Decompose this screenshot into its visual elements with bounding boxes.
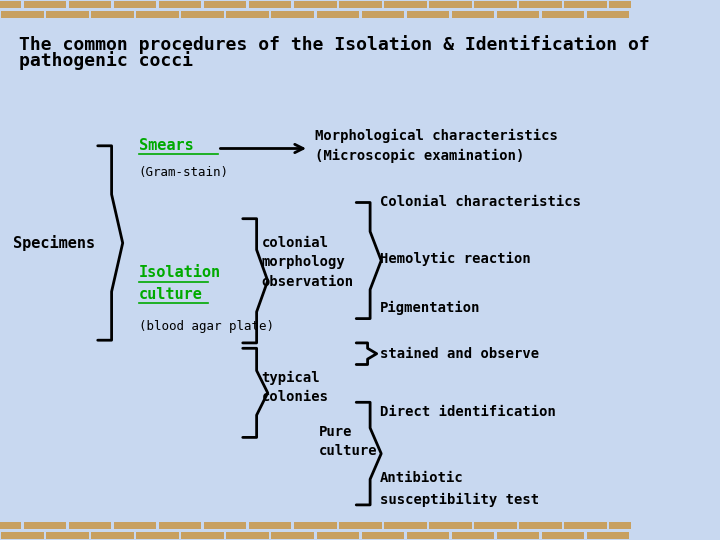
FancyBboxPatch shape bbox=[384, 522, 426, 529]
FancyBboxPatch shape bbox=[339, 1, 382, 8]
Text: Specimens: Specimens bbox=[13, 235, 95, 251]
FancyBboxPatch shape bbox=[631, 11, 675, 18]
FancyBboxPatch shape bbox=[249, 522, 292, 529]
FancyBboxPatch shape bbox=[587, 531, 629, 539]
FancyBboxPatch shape bbox=[69, 1, 112, 8]
FancyBboxPatch shape bbox=[159, 522, 202, 529]
FancyBboxPatch shape bbox=[451, 531, 494, 539]
FancyBboxPatch shape bbox=[227, 531, 269, 539]
Text: morphology: morphology bbox=[261, 255, 346, 269]
FancyBboxPatch shape bbox=[0, 522, 22, 529]
FancyBboxPatch shape bbox=[294, 1, 336, 8]
FancyBboxPatch shape bbox=[24, 1, 66, 8]
FancyBboxPatch shape bbox=[564, 1, 607, 8]
FancyBboxPatch shape bbox=[181, 531, 224, 539]
FancyBboxPatch shape bbox=[24, 522, 66, 529]
FancyBboxPatch shape bbox=[407, 531, 449, 539]
FancyBboxPatch shape bbox=[474, 1, 517, 8]
FancyBboxPatch shape bbox=[69, 522, 112, 529]
FancyBboxPatch shape bbox=[361, 531, 404, 539]
FancyBboxPatch shape bbox=[204, 522, 246, 529]
FancyBboxPatch shape bbox=[159, 1, 202, 8]
FancyBboxPatch shape bbox=[497, 531, 539, 539]
Text: Antibiotic: Antibiotic bbox=[379, 471, 463, 485]
FancyBboxPatch shape bbox=[0, 1, 22, 8]
Text: Hemolytic reaction: Hemolytic reaction bbox=[379, 252, 531, 266]
FancyBboxPatch shape bbox=[609, 1, 652, 8]
FancyBboxPatch shape bbox=[519, 522, 562, 529]
Text: pathogenic cocci: pathogenic cocci bbox=[19, 51, 193, 70]
Text: observation: observation bbox=[261, 275, 354, 289]
FancyBboxPatch shape bbox=[1, 11, 44, 18]
FancyBboxPatch shape bbox=[609, 522, 652, 529]
FancyBboxPatch shape bbox=[227, 11, 269, 18]
FancyBboxPatch shape bbox=[271, 11, 314, 18]
FancyBboxPatch shape bbox=[451, 11, 494, 18]
Text: typical: typical bbox=[261, 371, 320, 385]
FancyBboxPatch shape bbox=[407, 11, 449, 18]
Text: (blood agar plate): (blood agar plate) bbox=[139, 320, 274, 333]
Text: susceptibility test: susceptibility test bbox=[379, 492, 539, 507]
FancyBboxPatch shape bbox=[429, 522, 472, 529]
FancyBboxPatch shape bbox=[497, 11, 539, 18]
Text: culture: culture bbox=[318, 444, 377, 458]
Text: colonial: colonial bbox=[261, 236, 328, 250]
FancyBboxPatch shape bbox=[204, 1, 246, 8]
FancyBboxPatch shape bbox=[317, 11, 359, 18]
FancyBboxPatch shape bbox=[631, 531, 675, 539]
FancyBboxPatch shape bbox=[564, 522, 607, 529]
FancyBboxPatch shape bbox=[474, 522, 517, 529]
FancyBboxPatch shape bbox=[294, 522, 336, 529]
FancyBboxPatch shape bbox=[317, 531, 359, 539]
FancyBboxPatch shape bbox=[46, 11, 89, 18]
Text: colonies: colonies bbox=[261, 390, 328, 404]
Text: The common procedures of the Isolation & Identification of: The common procedures of the Isolation &… bbox=[19, 35, 649, 54]
Text: (Gram-stain): (Gram-stain) bbox=[139, 166, 229, 179]
Text: Pigmentation: Pigmentation bbox=[379, 301, 480, 315]
FancyBboxPatch shape bbox=[429, 1, 472, 8]
FancyBboxPatch shape bbox=[136, 11, 179, 18]
Text: Morphological characteristics: Morphological characteristics bbox=[315, 129, 558, 143]
FancyBboxPatch shape bbox=[541, 11, 584, 18]
Text: culture: culture bbox=[139, 287, 202, 302]
Text: (Microscopic examination): (Microscopic examination) bbox=[315, 148, 525, 163]
FancyBboxPatch shape bbox=[91, 531, 134, 539]
FancyBboxPatch shape bbox=[46, 531, 89, 539]
Text: Isolation: Isolation bbox=[139, 265, 221, 280]
FancyBboxPatch shape bbox=[114, 1, 156, 8]
FancyBboxPatch shape bbox=[114, 522, 156, 529]
FancyBboxPatch shape bbox=[339, 522, 382, 529]
FancyBboxPatch shape bbox=[519, 1, 562, 8]
FancyBboxPatch shape bbox=[249, 1, 292, 8]
Text: Colonial characteristics: Colonial characteristics bbox=[379, 195, 580, 210]
FancyBboxPatch shape bbox=[271, 531, 314, 539]
Text: Pure: Pure bbox=[318, 425, 352, 439]
Text: Smears: Smears bbox=[139, 138, 194, 153]
Text: stained and observe: stained and observe bbox=[379, 347, 539, 361]
FancyBboxPatch shape bbox=[541, 531, 584, 539]
FancyBboxPatch shape bbox=[361, 11, 404, 18]
FancyBboxPatch shape bbox=[181, 11, 224, 18]
FancyBboxPatch shape bbox=[384, 1, 426, 8]
FancyBboxPatch shape bbox=[587, 11, 629, 18]
FancyBboxPatch shape bbox=[1, 531, 44, 539]
Text: Direct identification: Direct identification bbox=[379, 405, 555, 419]
FancyBboxPatch shape bbox=[91, 11, 134, 18]
FancyBboxPatch shape bbox=[136, 531, 179, 539]
